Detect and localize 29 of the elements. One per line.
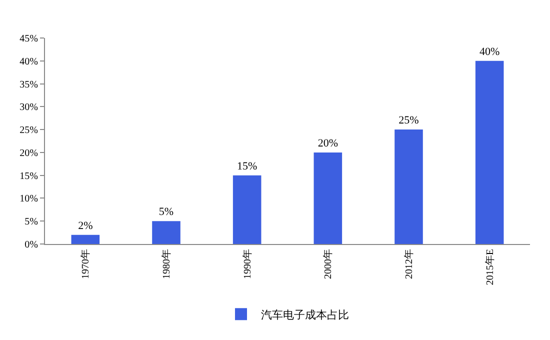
bar [152,221,180,244]
data-label: 40% [480,46,500,58]
y-tick-label: 40% [20,56,38,68]
bar [475,60,504,244]
y-tick-label: 35% [20,79,38,90]
x-tick-label: 1990年 [241,249,254,279]
y-tick-label: 0% [24,240,38,250]
y-tick-label: 10% [20,194,38,205]
x-tick-label: 2000年 [322,249,334,279]
data-label: 25% [398,114,419,127]
x-tick-label: 2015年E [484,249,496,286]
data-label: 20% [318,137,338,150]
bar [71,234,100,244]
data-label: 15% [237,160,258,172]
x-tick-label: 2012年 [403,249,415,279]
data-label: 2% [78,220,93,232]
x-tick-label: 1970年 [80,249,92,279]
y-tick-label: 30% [20,102,38,114]
y-tick-label: 25% [20,125,38,136]
x-tick-label: 1980年 [160,249,172,279]
bar [394,130,423,244]
y-tick-label: 15% [20,170,38,182]
y-tick-label: 45% [20,34,38,44]
bar [232,175,262,244]
data-label: 5% [158,206,174,218]
legend-label: 汽车电子成本占比 [261,308,349,322]
y-tick-label: 5% [24,216,38,228]
bar [314,152,342,244]
y-tick-label: 20% [20,148,38,159]
